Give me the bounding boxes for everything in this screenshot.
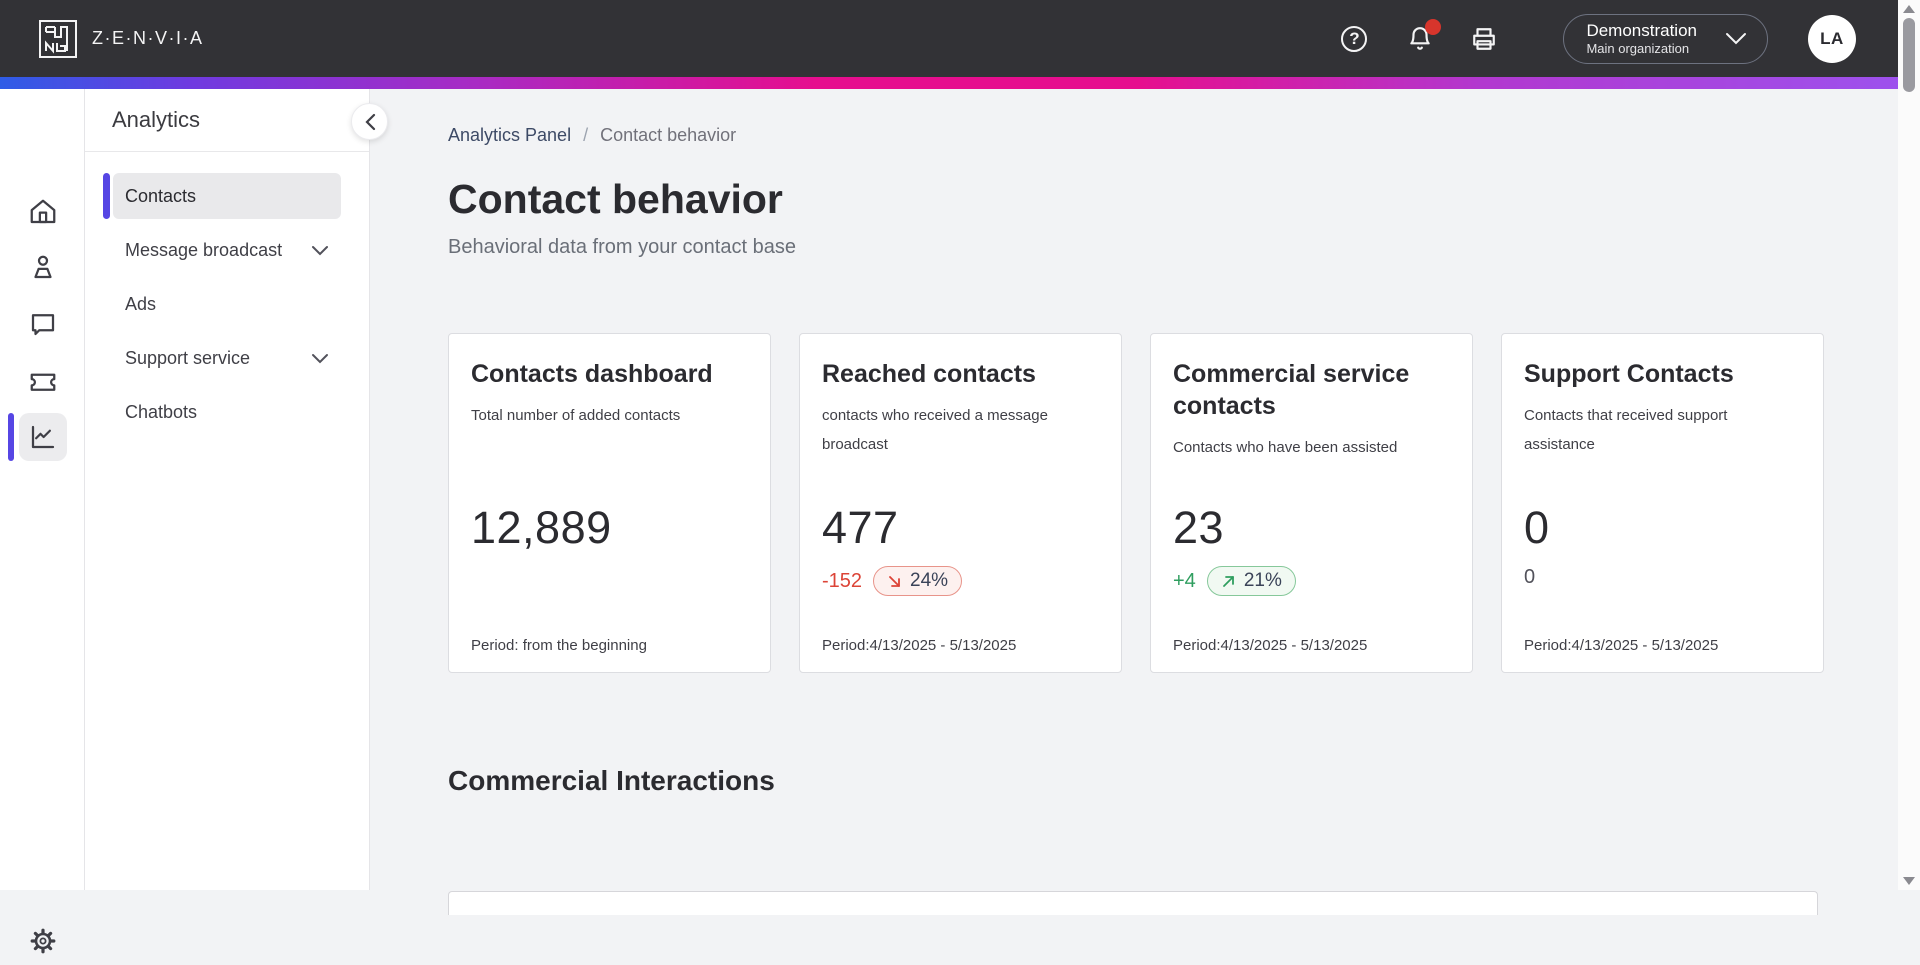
breadcrumb: Analytics Panel / Contact behavior [448, 125, 1898, 146]
rail-item-settings[interactable] [19, 917, 67, 965]
line-chart-icon [28, 422, 58, 452]
rail-item-tickets[interactable] [19, 357, 67, 405]
brand: Z·E·N·V·I·A [38, 19, 203, 59]
commercial-interactions-panel [448, 891, 1818, 915]
organization-selector[interactable]: Demonstration Main organization [1563, 13, 1768, 64]
sidebar-item-label: Support service [125, 347, 251, 368]
chevron-left-icon [364, 113, 376, 131]
card-description: contacts who received a message broadcas… [822, 407, 1048, 453]
trend-badge-negative: 24% [873, 566, 963, 596]
card-reached-contacts: Reached contacts contacts who received a… [799, 333, 1122, 673]
card-period: Period: from the beginning [471, 637, 647, 654]
help-button[interactable]: ? [1339, 24, 1369, 54]
user-avatar[interactable]: LA [1808, 14, 1856, 63]
active-rail-indicator [8, 413, 14, 461]
delta-value: -152 [822, 569, 863, 592]
card-value: 0 [1524, 502, 1550, 553]
card-title: Reached contacts [822, 360, 1036, 388]
card-period: Period:4/13/2025 - 5/13/2025 [822, 637, 1017, 654]
card-title: Contacts dashboard [471, 360, 713, 388]
arrow-up-right-icon [1221, 574, 1236, 589]
badge-percent: 24% [910, 570, 949, 591]
chevron-down-icon [1725, 32, 1747, 46]
breadcrumb-separator: / [583, 125, 589, 145]
breadcrumb-current: Contact behavior [600, 125, 737, 145]
card-delta-row: -152 24% [822, 566, 963, 596]
brand-name: Z·E·N·V·I·A [92, 28, 204, 48]
brand-gradient-bar [0, 77, 1898, 89]
sidebar-collapse-button[interactable] [351, 103, 388, 140]
card-value: 12,889 [471, 502, 612, 553]
analytics-sidebar: Analytics Contacts Message broadcast Ads… [85, 89, 388, 890]
card-description: Total number of added contacts [471, 407, 681, 424]
help-icon: ? [1341, 25, 1368, 52]
page-title: Contact behavior [448, 176, 783, 222]
organization-subtitle: Main organization [1586, 41, 1690, 56]
icon-rail [0, 89, 85, 954]
home-icon [28, 197, 58, 227]
sidebar-item-chatbots[interactable]: Chatbots [113, 389, 341, 435]
active-item-indicator [103, 173, 110, 219]
sidebar-title: Analytics [112, 107, 201, 132]
card-delta-row: 0 [1524, 566, 1535, 589]
card-delta-row: +4 21% [1173, 566, 1296, 596]
zenvia-logo-icon [38, 19, 78, 59]
card-commercial-service-contacts: Commercial service contacts Contacts who… [1150, 333, 1473, 673]
page-subtitle: Behavioral data from your contact base [448, 236, 796, 258]
card-title: Commercial service contacts [1173, 360, 1410, 420]
card-support-contacts: Support Contacts Contacts that received … [1501, 333, 1824, 673]
rail-item-conversations[interactable] [19, 300, 67, 348]
gear-icon [29, 927, 57, 955]
trend-badge-positive: 21% [1206, 566, 1296, 596]
arrow-down-right-icon [887, 574, 902, 589]
sidebar-item-support-service[interactable]: Support service [113, 335, 341, 381]
sidebar-item-contacts[interactable]: Contacts [103, 173, 341, 219]
breadcrumb-analytics-panel[interactable]: Analytics Panel [448, 125, 572, 145]
person-icon [28, 252, 58, 282]
card-description: Contacts who have been assisted [1173, 439, 1398, 456]
badge-percent: 21% [1243, 570, 1282, 591]
card-value: 477 [822, 502, 899, 553]
card-title: Support Contacts [1524, 360, 1734, 388]
page-scrollbar[interactable] [1898, 0, 1920, 890]
chat-bubble-icon [28, 309, 58, 339]
sidebar-header: Analytics [85, 89, 388, 152]
section-title-commercial-interactions: Commercial Interactions [448, 765, 775, 796]
main-content: Analytics Panel / Contact behavior Conta… [370, 89, 1898, 915]
delta-value: 0 [1524, 566, 1536, 588]
notifications-button[interactable] [1405, 18, 1442, 54]
card-value: 23 [1173, 502, 1225, 553]
sidebar-item-label: Ads [125, 293, 157, 314]
card-contacts-dashboard: Contacts dashboard Total number of added… [448, 333, 771, 673]
kpi-cards-row: Contacts dashboard Total number of added… [448, 333, 1898, 673]
rail-item-contacts[interactable] [19, 243, 67, 291]
sidebar-item-label: Message broadcast [125, 239, 283, 260]
scrollbar-up-arrow[interactable] [1903, 5, 1915, 13]
rail-item-analytics[interactable] [19, 413, 67, 461]
printer-icon [1471, 26, 1497, 52]
scrollbar-down-arrow[interactable] [1903, 877, 1915, 885]
sidebar-item-label: Chatbots [125, 401, 198, 422]
card-period: Period:4/13/2025 - 5/13/2025 [1524, 637, 1719, 654]
sidebar-item-ads[interactable]: Ads [113, 281, 341, 327]
card-description: Contacts that received support assistanc… [1524, 407, 1728, 453]
notification-dot [1425, 18, 1442, 35]
card-period: Period:4/13/2025 - 5/13/2025 [1173, 637, 1368, 654]
organization-name: Demonstration [1586, 20, 1697, 40]
top-bar: Z·E·N·V·I·A ? [0, 0, 1898, 77]
chevron-down-icon [311, 245, 329, 256]
sidebar-item-message-broadcast[interactable]: Message broadcast [113, 227, 341, 273]
bell-icon [1407, 26, 1433, 52]
chevron-down-icon [311, 353, 329, 364]
print-button[interactable] [1469, 24, 1499, 54]
ticket-icon [28, 366, 58, 396]
scrollbar-thumb[interactable] [1903, 18, 1915, 92]
sidebar-item-label: Contacts [125, 185, 197, 206]
delta-value: +4 [1173, 569, 1196, 592]
rail-item-home[interactable] [19, 188, 67, 236]
